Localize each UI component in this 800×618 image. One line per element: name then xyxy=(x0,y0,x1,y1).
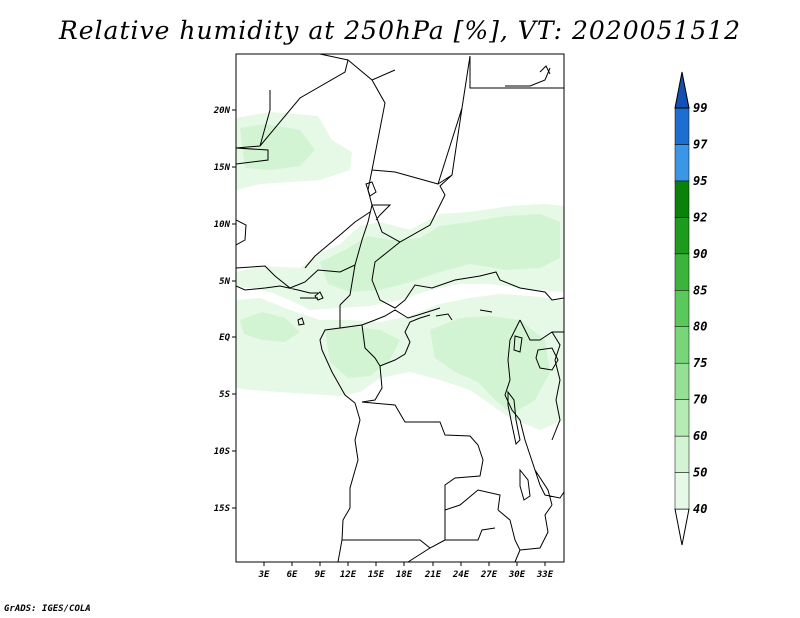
island-bioko xyxy=(297,317,305,326)
lon-label: 27E xyxy=(480,570,498,580)
lat-label: 10S xyxy=(214,447,231,457)
lat-label: 5S xyxy=(219,390,230,400)
colorbar-label: 85 xyxy=(693,283,707,297)
longitude-axis xyxy=(263,562,546,566)
lat-label: 5N xyxy=(219,277,230,287)
lat-label: 15N xyxy=(214,163,231,173)
colorbar-label: 50 xyxy=(693,466,707,480)
colorbar-band xyxy=(674,107,690,145)
colorbar-band xyxy=(674,326,690,364)
latitude-labels: 20N 15N 10N 5N EQ 5S 10S 15S xyxy=(213,106,231,514)
colorbar-label: 99 xyxy=(693,101,707,115)
lat-label: 15S xyxy=(214,504,231,514)
latitude-axis xyxy=(232,109,236,509)
map-frame xyxy=(235,53,565,563)
lake-chad xyxy=(365,181,377,197)
lon-label: 9E xyxy=(315,570,326,580)
border-lines xyxy=(236,54,564,562)
lon-label: 30E xyxy=(508,570,526,580)
lake-victoria xyxy=(535,347,559,371)
lon-label: 33E xyxy=(536,570,554,580)
colorbar-band xyxy=(674,435,690,473)
lat-label: 10N xyxy=(214,220,231,230)
colorbar-label: 75 xyxy=(693,356,707,370)
colorbar-label: 80 xyxy=(693,320,707,334)
colorbar-label: 70 xyxy=(693,393,707,407)
colorbar-band xyxy=(674,472,690,510)
humidity-region-east-core xyxy=(430,316,550,414)
colorbar-label: 97 xyxy=(693,137,708,151)
river-marks xyxy=(419,65,551,321)
map-title: Relative humidity at 250hPa [%], VT: 202… xyxy=(58,16,742,45)
colorbar-under-arrow xyxy=(674,508,690,546)
colorbar-band xyxy=(674,144,690,182)
colorbar-label: 90 xyxy=(693,247,707,261)
humidity-shading xyxy=(236,112,564,430)
lon-label: 21E xyxy=(424,570,442,580)
lake-malawi xyxy=(519,468,531,501)
lake-tanganyika xyxy=(507,390,521,446)
colorbar-label: 92 xyxy=(693,210,707,224)
humidity-region-central-core xyxy=(320,214,560,292)
colorbar-label: 95 xyxy=(693,174,707,188)
humidity-region-coast xyxy=(240,312,300,342)
country-borders xyxy=(236,54,564,562)
colorbar-label: 40 xyxy=(693,502,707,516)
lat-label: EQ xyxy=(219,333,230,343)
colorbar-over-arrow xyxy=(674,71,690,109)
lon-label: 12E xyxy=(340,570,357,580)
humidity-region-sahel-west-core xyxy=(240,124,315,170)
longitude-labels: 3E 6E 9E 12E 15E 18E 21E 24E 27E 30E 33E xyxy=(258,570,554,580)
lake-small-1 xyxy=(314,291,324,301)
lon-label: 18E xyxy=(396,570,413,580)
colorbar-label: 60 xyxy=(693,429,707,443)
colorbar-band xyxy=(674,399,690,437)
colorbar: 40 50 60 70 75 80 85 90 92 95 97 99 xyxy=(674,71,708,546)
lon-label: 3E xyxy=(258,570,270,580)
colorbar-band xyxy=(674,290,690,327)
lon-label: 24E xyxy=(452,570,470,580)
lon-label: 15E xyxy=(368,570,385,580)
colorbar-band xyxy=(674,253,690,291)
colorbar-band xyxy=(674,362,690,400)
colorbar-band xyxy=(674,217,690,255)
lon-label: 6E xyxy=(287,570,298,580)
lat-label: 20N xyxy=(213,106,231,116)
colorbar-band xyxy=(674,180,690,218)
grads-credit: GrADS: IGES/COLA xyxy=(4,604,91,614)
lake-albert xyxy=(513,335,523,353)
